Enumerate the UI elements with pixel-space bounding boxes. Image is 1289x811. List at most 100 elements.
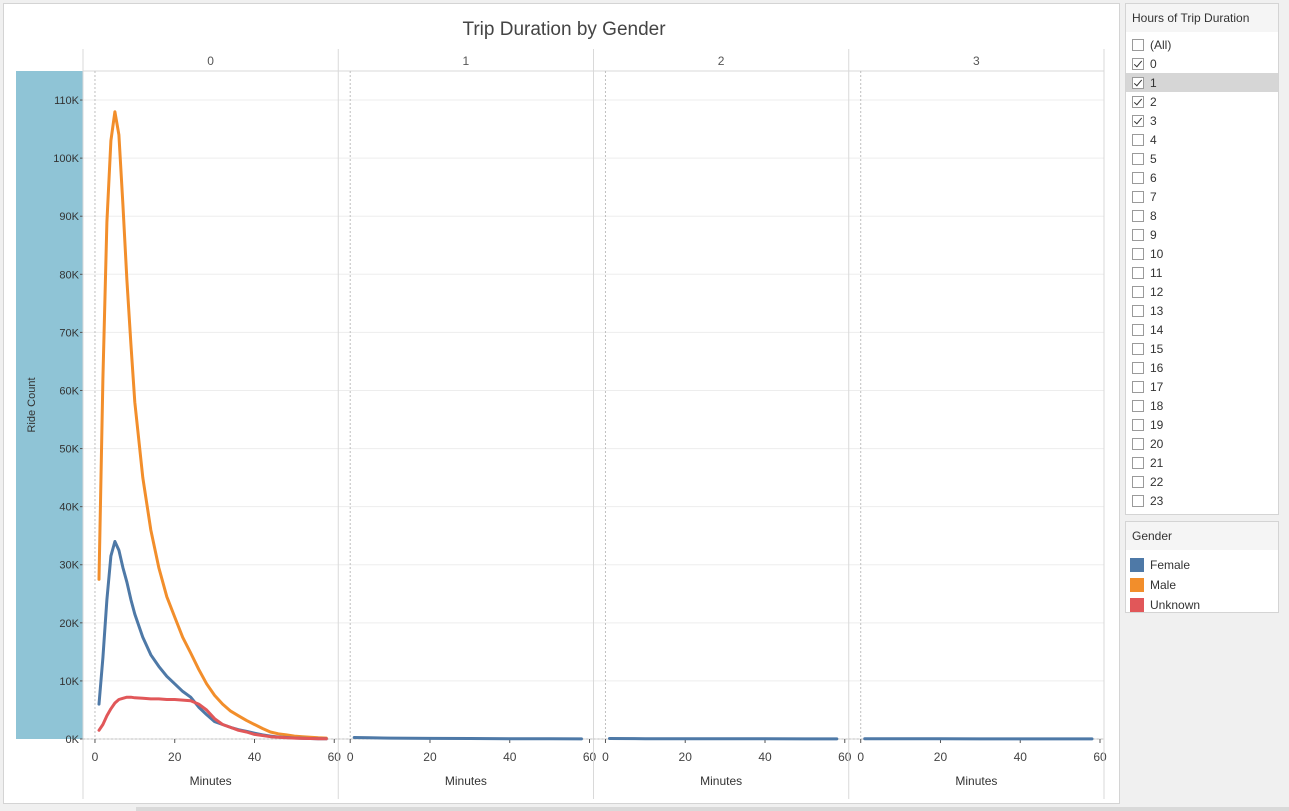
legend-label: Male bbox=[1150, 578, 1177, 592]
filter-item-label: 4 bbox=[1150, 132, 1157, 147]
checkbox-unchecked-icon[interactable] bbox=[1132, 361, 1144, 374]
checkbox-unchecked-icon[interactable] bbox=[1132, 209, 1144, 222]
filter-item-18[interactable]: 17 bbox=[1126, 377, 1278, 396]
filter-item-1[interactable]: 0 bbox=[1126, 54, 1278, 73]
checkbox-unchecked-icon[interactable] bbox=[1132, 323, 1144, 336]
x-tick-label: 20 bbox=[679, 750, 693, 764]
filter-item-label: 21 bbox=[1150, 455, 1164, 470]
filter-item-15[interactable]: 14 bbox=[1126, 320, 1278, 339]
hours-filter-panel: Hours of Trip Duration (All) 0 1 2 3 4 5 6 7 8 9 10… bbox=[1125, 3, 1279, 515]
filter-item-12[interactable]: 11 bbox=[1126, 263, 1278, 282]
x-tick-label: 60 bbox=[328, 750, 342, 764]
checkbox-unchecked-icon[interactable] bbox=[1132, 475, 1144, 488]
checkbox-unchecked-icon[interactable] bbox=[1132, 171, 1144, 184]
filter-item-label: (All) bbox=[1150, 37, 1172, 52]
checkbox-checked-icon[interactable] bbox=[1132, 114, 1144, 127]
filter-item-14[interactable]: 13 bbox=[1126, 301, 1278, 320]
gender-legend-panel: Gender Female Male Unknown bbox=[1125, 521, 1279, 613]
checkbox-unchecked-icon[interactable] bbox=[1132, 380, 1144, 393]
filter-item-label: 22 bbox=[1150, 474, 1164, 489]
checkbox-unchecked-icon[interactable] bbox=[1132, 418, 1144, 431]
x-tick-label: 40 bbox=[503, 750, 517, 764]
filter-item-16[interactable]: 15 bbox=[1126, 339, 1278, 358]
bottom-scroll-bar[interactable] bbox=[136, 807, 1289, 811]
filter-item-label: 15 bbox=[1150, 341, 1164, 356]
x-axis-title: Minutes bbox=[955, 774, 997, 788]
filter-item-7[interactable]: 6 bbox=[1126, 168, 1278, 187]
filter-item-label: 7 bbox=[1150, 189, 1157, 204]
checkbox-checked-icon[interactable] bbox=[1132, 76, 1144, 89]
checkbox-unchecked-icon[interactable] bbox=[1132, 228, 1144, 241]
filter-item-label: 13 bbox=[1150, 303, 1164, 318]
checkbox-unchecked-icon[interactable] bbox=[1132, 133, 1144, 146]
chart-view: Trip Duration by Gender 0K 10K 20K 30K 40K 50… bbox=[3, 3, 1120, 804]
x-tick-label: 60 bbox=[838, 750, 852, 764]
series-line-unknown-hour-0 bbox=[97, 695, 328, 741]
filter-item-5[interactable]: 4 bbox=[1126, 130, 1278, 149]
filter-item-label: 17 bbox=[1150, 379, 1164, 394]
legend-swatch bbox=[1130, 578, 1144, 592]
x-tick-label: 60 bbox=[1093, 750, 1107, 764]
filter-item-0[interactable]: (All) bbox=[1126, 35, 1278, 54]
y-tick-label: 10K bbox=[59, 676, 79, 688]
checkbox-unchecked-icon[interactable] bbox=[1132, 456, 1144, 469]
x-tick-label: 0 bbox=[602, 750, 609, 764]
filter-item-19[interactable]: 18 bbox=[1126, 396, 1278, 415]
filter-item-8[interactable]: 7 bbox=[1126, 187, 1278, 206]
checkbox-unchecked-icon[interactable] bbox=[1132, 285, 1144, 298]
checkbox-unchecked-icon[interactable] bbox=[1132, 247, 1144, 260]
checkbox-unchecked-icon[interactable] bbox=[1132, 437, 1144, 450]
filter-item-label: 5 bbox=[1150, 151, 1157, 166]
legend-item-female[interactable]: Female bbox=[1126, 555, 1278, 575]
x-tick-label: 40 bbox=[1014, 750, 1028, 764]
series-line-female-hour-0 bbox=[97, 540, 328, 741]
y-tick-label: 40K bbox=[59, 502, 79, 514]
filter-item-21[interactable]: 20 bbox=[1126, 434, 1278, 453]
filter-item-9[interactable]: 8 bbox=[1126, 206, 1278, 225]
checkbox-unchecked-icon[interactable] bbox=[1132, 38, 1144, 51]
y-tick-label: 30K bbox=[59, 560, 79, 572]
y-axis-title: Ride Count bbox=[26, 377, 38, 432]
filter-item-24[interactable]: 23 bbox=[1126, 491, 1278, 510]
filter-item-23[interactable]: 22 bbox=[1126, 472, 1278, 491]
filter-item-6[interactable]: 5 bbox=[1126, 149, 1278, 168]
legend-item-male[interactable]: Male bbox=[1126, 575, 1278, 595]
legend-title: Gender bbox=[1126, 522, 1278, 550]
checkbox-unchecked-icon[interactable] bbox=[1132, 190, 1144, 203]
filter-list: (All) 0 1 2 3 4 5 6 7 8 9 10 11 12 13 14 15 16 17 18 19 20 21 2… bbox=[1126, 35, 1278, 510]
checkbox-unchecked-icon[interactable] bbox=[1132, 304, 1144, 317]
filter-item-label: 2 bbox=[1150, 94, 1157, 109]
y-tick-label: 90K bbox=[59, 211, 79, 223]
series-line-male-hour-0 bbox=[97, 110, 328, 740]
filter-item-3[interactable]: 2 bbox=[1126, 92, 1278, 111]
x-axis-title: Minutes bbox=[445, 774, 487, 788]
filter-item-11[interactable]: 10 bbox=[1126, 244, 1278, 263]
filter-item-label: 6 bbox=[1150, 170, 1157, 185]
checkbox-unchecked-icon[interactable] bbox=[1132, 266, 1144, 279]
checkbox-unchecked-icon[interactable] bbox=[1132, 342, 1144, 355]
x-axis-title: Minutes bbox=[700, 774, 742, 788]
filter-item-22[interactable]: 21 bbox=[1126, 453, 1278, 472]
filter-item-10[interactable]: 9 bbox=[1126, 225, 1278, 244]
filter-item-13[interactable]: 12 bbox=[1126, 282, 1278, 301]
filter-item-2[interactable]: 1 bbox=[1126, 73, 1278, 92]
filter-item-20[interactable]: 19 bbox=[1126, 415, 1278, 434]
legend-swatch bbox=[1130, 598, 1144, 612]
x-tick-label: 0 bbox=[857, 750, 864, 764]
x-tick-label: 40 bbox=[248, 750, 262, 764]
checkbox-checked-icon[interactable] bbox=[1132, 95, 1144, 108]
filter-item-label: 18 bbox=[1150, 398, 1164, 413]
chart-svg: Trip Duration by Gender 0K 10K 20K 30K 40K 50… bbox=[16, 19, 1107, 799]
checkbox-unchecked-icon[interactable] bbox=[1132, 399, 1144, 412]
checkbox-checked-icon[interactable] bbox=[1132, 57, 1144, 70]
checkbox-unchecked-icon[interactable] bbox=[1132, 494, 1144, 507]
checkbox-unchecked-icon[interactable] bbox=[1132, 152, 1144, 165]
legend-item-unknown[interactable]: Unknown bbox=[1126, 595, 1278, 615]
y-tick-label: 110K bbox=[54, 95, 80, 107]
panel-header-2: 2 bbox=[718, 54, 725, 68]
y-tick-label: 0K bbox=[66, 734, 80, 746]
filter-item-4[interactable]: 3 bbox=[1126, 111, 1278, 130]
panel-header-3: 3 bbox=[973, 54, 980, 68]
y-tick-label: 20K bbox=[59, 618, 79, 630]
filter-item-17[interactable]: 16 bbox=[1126, 358, 1278, 377]
